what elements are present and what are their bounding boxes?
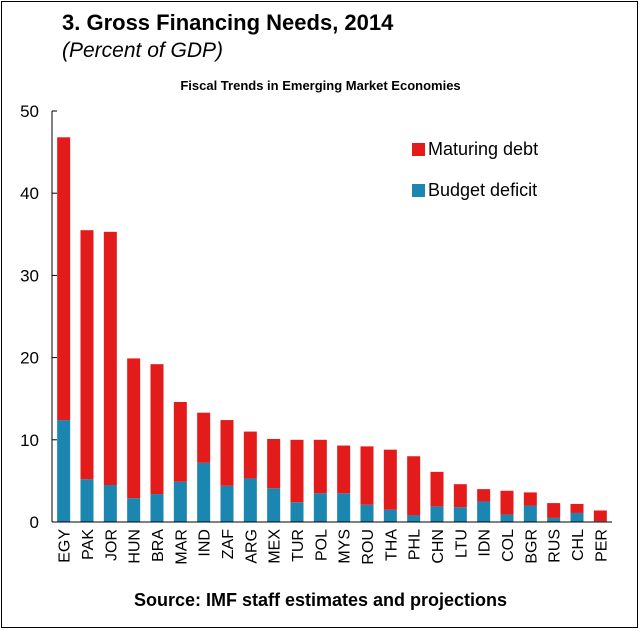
x-tick-label-ltu: LTU <box>453 529 470 558</box>
bar-budget-deficit-chl <box>570 512 584 522</box>
x-tick-label-jor: JOR <box>103 529 120 561</box>
x-tick-label-egy: EGY <box>57 529 74 563</box>
bar-budget-deficit-col <box>500 514 514 522</box>
bar-budget-deficit-hun <box>127 498 141 522</box>
bar-maturing-debt-tha <box>383 449 397 510</box>
bar-maturing-debt-arg <box>243 431 257 479</box>
bar-budget-deficit-mys <box>337 493 351 522</box>
bar-maturing-debt-mar <box>173 401 187 482</box>
x-tick-label-chn: CHN <box>430 529 447 564</box>
y-tick-label-20: 20 <box>20 349 39 368</box>
chart-heading: Fiscal Trends in Emerging Market Economi… <box>180 78 461 93</box>
x-tick-label-hun: HUN <box>127 529 144 564</box>
x-tick-label-pak: PAK <box>80 529 97 560</box>
bar-budget-deficit-chn <box>430 506 444 522</box>
x-tick-label-bra: BRA <box>150 529 167 562</box>
y-tick-label-10: 10 <box>20 431 39 450</box>
x-tick-label-col: COL <box>500 529 517 562</box>
bar-maturing-debt-per <box>593 510 607 522</box>
bar-budget-deficit-arg <box>243 478 257 522</box>
bar-maturing-debt-rou <box>360 446 374 505</box>
legend-swatch-maturing-debt <box>412 143 425 156</box>
x-tick-label-mex: MEX <box>267 529 284 564</box>
bar-maturing-debt-pak <box>80 230 94 480</box>
bar-budget-deficit-zaf <box>220 485 234 522</box>
bar-budget-deficit-egy <box>57 420 71 522</box>
bar-maturing-debt-phl <box>407 456 421 516</box>
bar-maturing-debt-egy <box>57 137 71 421</box>
bar-maturing-debt-rus <box>547 503 561 518</box>
legend-label-budget-deficit: Budget deficit <box>428 180 537 200</box>
y-tick-label-0: 0 <box>30 513 39 532</box>
x-tick-label-mar: MAR <box>173 529 190 565</box>
bar-budget-deficit-phl <box>407 515 421 522</box>
x-tick-label-tur: TUR <box>290 529 307 562</box>
x-tick-label-zaf: ZAF <box>220 529 237 559</box>
bar-maturing-debt-pol <box>313 439 327 494</box>
bar-budget-deficit-ind <box>197 462 211 522</box>
bar-budget-deficit-bra <box>150 494 164 522</box>
x-tick-label-bgr: BGR <box>523 529 540 564</box>
y-tick-label-30: 30 <box>20 266 39 285</box>
x-tick-label-pol: POL <box>313 529 330 561</box>
chart-subtitle: (Percent of GDP) <box>62 39 224 62</box>
bar-maturing-debt-jor <box>103 231 117 486</box>
bar-budget-deficit-ltu <box>453 507 467 522</box>
bar-maturing-debt-bgr <box>523 492 537 506</box>
chart-title: 3. Gross Financing Needs, 2014 <box>62 10 394 35</box>
bar-budget-deficit-tha <box>383 509 397 522</box>
bar-budget-deficit-jor <box>103 485 117 522</box>
x-tick-label-chl: CHL <box>570 529 587 561</box>
bar-maturing-debt-chn <box>430 471 444 507</box>
x-tick-label-rou: ROU <box>360 529 377 565</box>
bar-budget-deficit-pak <box>80 479 94 522</box>
bar-maturing-debt-ltu <box>453 484 467 508</box>
x-tick-label-tha: THA <box>383 529 400 561</box>
x-tick-label-ind: IND <box>197 529 214 557</box>
bar-maturing-debt-zaf <box>220 420 234 486</box>
x-tick-label-idn: IDN <box>477 529 494 557</box>
x-tick-label-arg: ARG <box>243 529 260 564</box>
y-tick-label-40: 40 <box>20 184 39 203</box>
bar-budget-deficit-idn <box>477 501 491 522</box>
bar-budget-deficit-mex <box>267 488 281 522</box>
bar-budget-deficit-rou <box>360 504 374 522</box>
bar-maturing-debt-bra <box>150 364 164 495</box>
bar-maturing-debt-chl <box>570 503 584 513</box>
x-tick-label-rus: RUS <box>547 529 564 563</box>
y-tick-label-50: 50 <box>20 102 39 121</box>
bar-budget-deficit-rus <box>547 517 561 522</box>
bar-budget-deficit-bgr <box>523 505 537 522</box>
legend-swatch-budget-deficit <box>412 184 425 197</box>
source-note: Source: IMF staff estimates and projecti… <box>133 590 508 610</box>
bar-maturing-debt-hun <box>127 358 141 499</box>
bar-maturing-debt-tur <box>290 439 304 503</box>
bar-budget-deficit-tur <box>290 502 304 522</box>
x-tick-label-mys: MYS <box>337 529 354 564</box>
legend-label-maturing-debt: Maturing debt <box>428 139 538 159</box>
x-tick-label-per: PER <box>593 529 610 562</box>
bar-maturing-debt-mys <box>337 445 351 494</box>
bar-maturing-debt-col <box>500 490 514 515</box>
x-tick-label-phl: PHL <box>407 529 424 560</box>
bar-budget-deficit-pol <box>313 493 327 522</box>
bar-maturing-debt-ind <box>197 412 211 463</box>
bar-budget-deficit-mar <box>173 481 187 522</box>
bar-maturing-debt-idn <box>477 489 491 502</box>
bar-maturing-debt-mex <box>267 438 281 489</box>
